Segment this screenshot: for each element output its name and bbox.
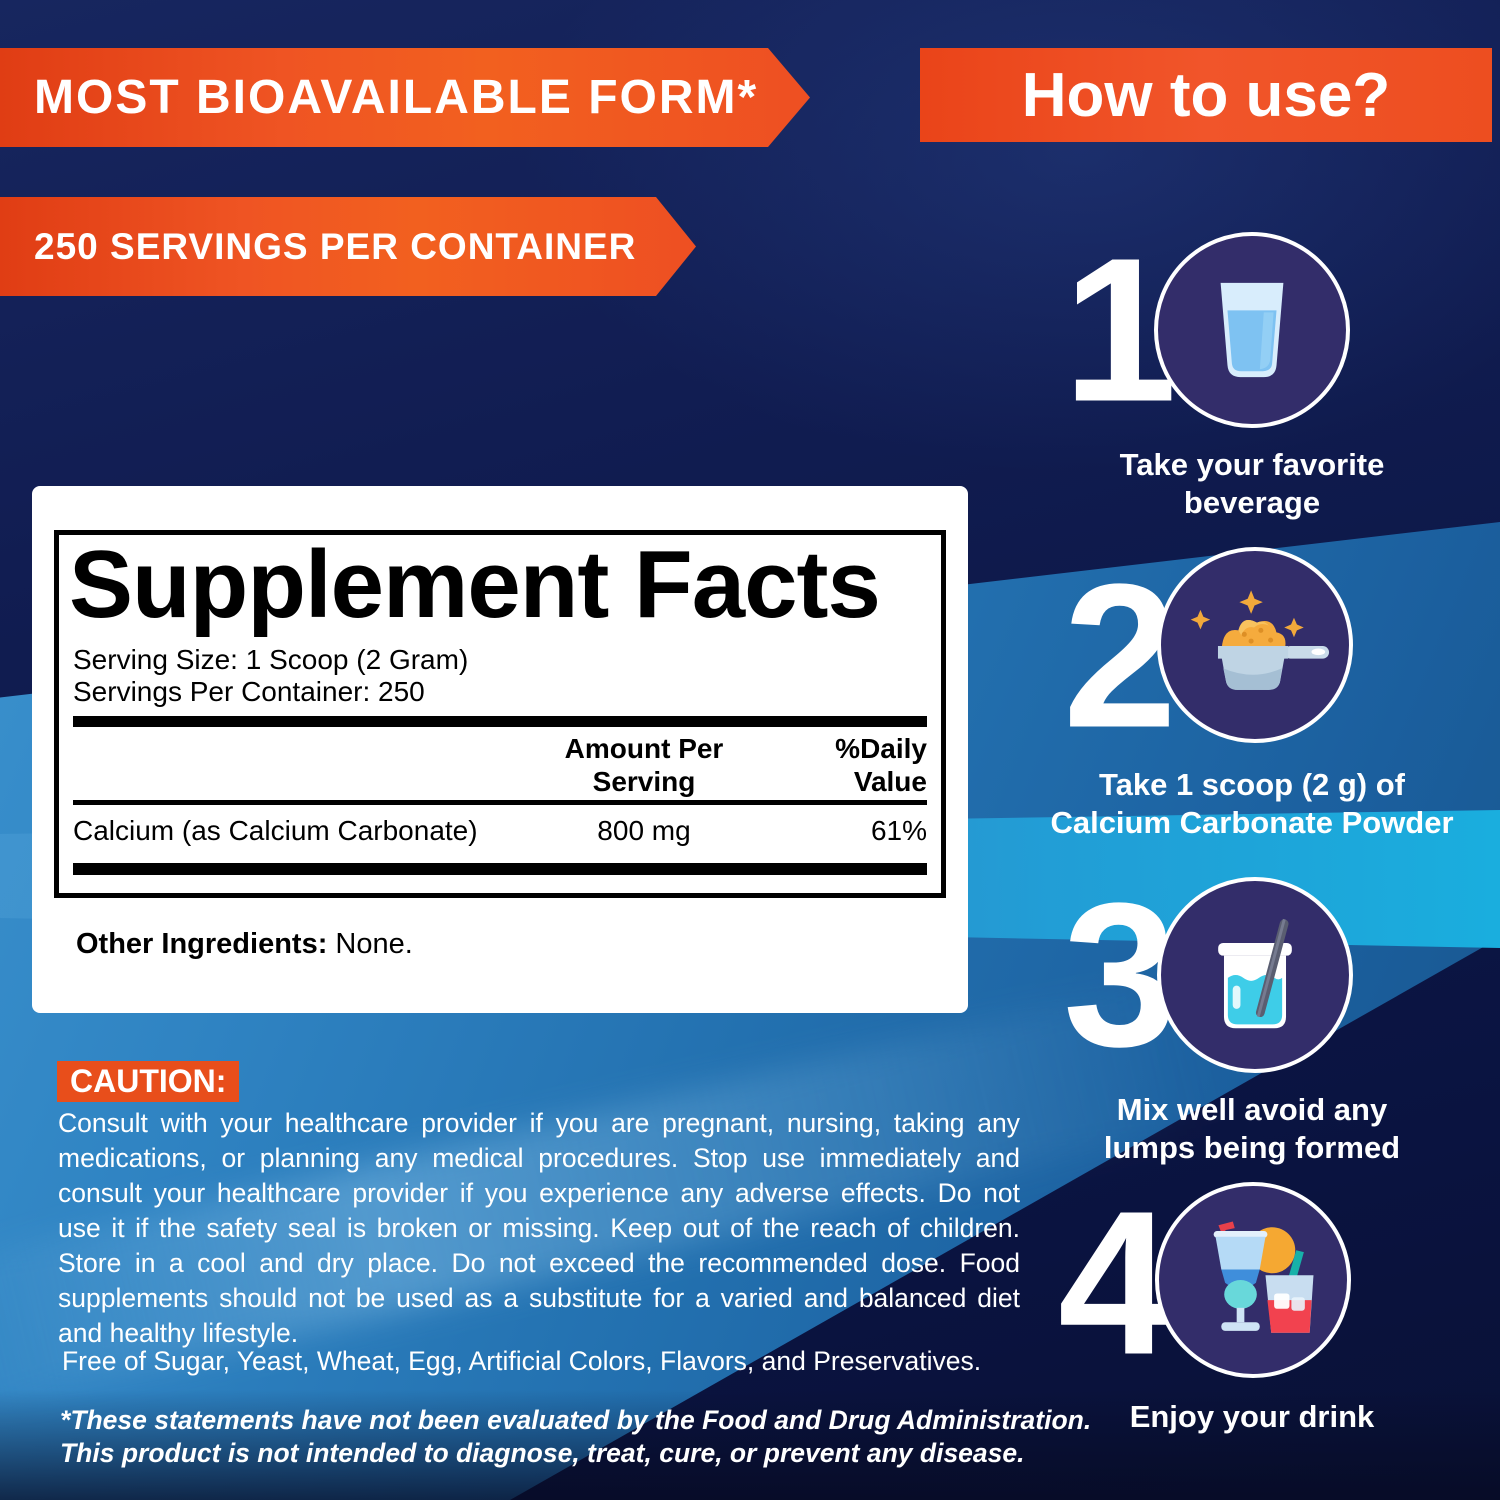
facts-header-row: Amount Per Serving %Daily Value (73, 732, 927, 798)
column-header-daily-value: %Daily Value (835, 733, 927, 798)
divider-bar-bottom (73, 863, 927, 876)
step-4-circle (1155, 1182, 1351, 1378)
supplement-facts-title: Supplement Facts (69, 531, 881, 638)
servings-per-container-line: Servings Per Container: 250 (73, 675, 425, 707)
fda-disclaimer: *These statements have not been evaluate… (60, 1404, 1091, 1470)
background-bottom-fade (0, 1390, 1500, 1500)
nutrient-name: Calcium (as Calcium Carbonate) (73, 815, 478, 847)
step-1-circle (1154, 232, 1350, 428)
table-row: Calcium (as Calcium Carbonate) 800 mg 61… (73, 805, 927, 855)
fda-disclaimer-line2: This product is not intended to diagnose… (60, 1438, 1025, 1468)
supplement-facts-card: Supplement Facts Serving Size: 1 Scoop (… (32, 486, 968, 1013)
divider-bar-header (73, 800, 927, 806)
caution-badge: CAUTION: (57, 1061, 240, 1102)
step-1-label: Take your favorite beverage (1119, 447, 1385, 520)
mixing-cup-icon (1218, 918, 1292, 1029)
step-3-circle (1157, 877, 1353, 1073)
nutrient-amount: 800 mg (597, 815, 691, 847)
step-4-label: Enjoy your drink (1129, 1399, 1375, 1434)
nutrient-daily-value: 61% (870, 815, 927, 847)
ribbon-most-bioavailable-label: MOST BIOAVAILABLE FORM* (34, 71, 759, 124)
powder-scoop-icon (1190, 590, 1330, 690)
water-glass-icon (1220, 282, 1284, 378)
caution-body-text: Consult with your healthcare provider if… (58, 1108, 1020, 1348)
other-ingredients-label: Other Ingredients: (76, 928, 328, 960)
step-2-circle (1157, 547, 1353, 743)
ribbon-servings-per-container: 250 SERVINGS PER CONTAINER (0, 197, 696, 296)
free-of-line: Free of Sugar, Yeast, Wheat, Egg, Artifi… (62, 1346, 982, 1376)
other-ingredients-line: Other Ingredients: None. (76, 928, 413, 961)
column-header-amount: Amount Per Serving (564, 733, 724, 798)
ribbon-most-bioavailable: MOST BIOAVAILABLE FORM* (0, 48, 810, 147)
fda-disclaimer-line1: *These statements have not been evaluate… (60, 1405, 1092, 1435)
step-3-label: Mix well avoid any lumps being formed (1103, 1092, 1401, 1165)
how-to-use-title: How to use? (1021, 60, 1391, 130)
supplement-facts-box: Supplement Facts Serving Size: 1 Scoop (… (54, 530, 946, 898)
drinks-icon (1213, 1221, 1314, 1333)
serving-size-line: Serving Size: 1 Scoop (2 Gram) (73, 644, 469, 676)
step-4-number: 4 (1057, 1168, 1173, 1398)
divider-bar-top (73, 716, 927, 728)
how-to-use-header: How to use? (920, 48, 1492, 142)
ribbon-servings-label: 250 SERVINGS PER CONTAINER (34, 225, 637, 267)
other-ingredients-value: None. (327, 928, 413, 960)
step-2-label: Take 1 scoop (2 g) of Calcium Carbonate … (1050, 767, 1454, 840)
caution-badge-label: CAUTION: (70, 1063, 227, 1099)
